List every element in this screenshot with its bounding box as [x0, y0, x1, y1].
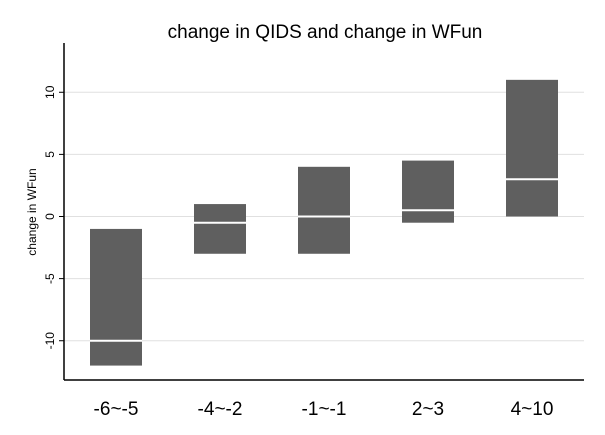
y-tick-label: -5 [43, 273, 57, 284]
y-axis-label: change in WFun [25, 168, 39, 255]
y-tick-label: -10 [43, 332, 57, 350]
y-tick-label: 5 [43, 151, 57, 158]
box-4~10 [506, 79, 558, 217]
box--4~-2 [194, 204, 246, 254]
x-tick-label: -6~-5 [94, 399, 139, 420]
box--1~-1 [298, 166, 350, 254]
y-tick-label: 10 [43, 85, 57, 99]
boxes [90, 79, 558, 366]
axes [63, 43, 584, 381]
y-axis-ticks: -10 -5 0 5 10 [43, 85, 64, 349]
x-tick-label: 4~10 [511, 399, 554, 420]
x-tick-label: -1~-1 [302, 399, 347, 420]
box--6~-5 [90, 228, 142, 366]
x-axis-ticks: -6~-5 -4~-2 -1~-1 2~3 4~10 [94, 399, 554, 420]
x-tick-label: -4~-2 [198, 399, 243, 420]
y-tick-label: 0 [43, 213, 57, 220]
x-tick-label: 2~3 [412, 399, 444, 420]
chart-title: change in QIDS and change in WFun [168, 22, 483, 43]
box-2~3 [402, 160, 454, 223]
